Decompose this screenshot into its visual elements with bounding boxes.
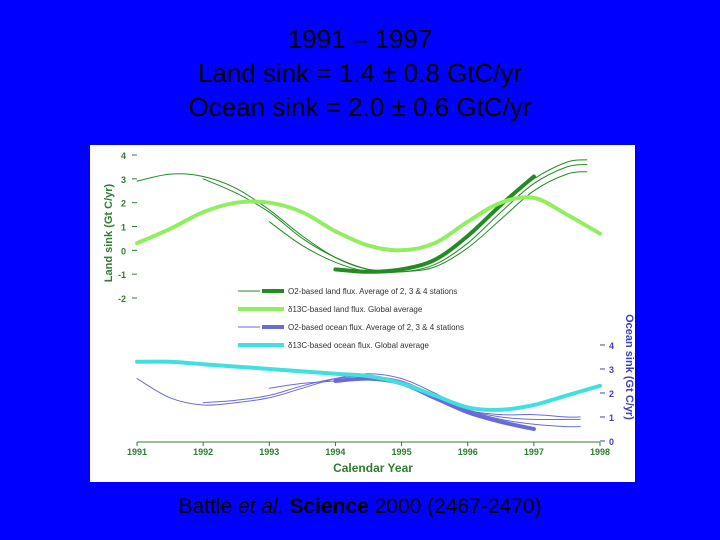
x-axis-label: Calendar Year [333, 461, 413, 475]
x-tick-label: 1996 [458, 447, 478, 457]
land-tick-label: 3 [121, 175, 126, 185]
ocean-series-line-7 [202, 375, 581, 421]
land-axis-label: Land sink (Gt C/yr) [103, 183, 115, 282]
title-line-land-sink: Land sink = 1.4 ± 0.8 GtC/yr [197, 58, 523, 88]
land-axis: 4 3 2 1 0 -1 -2 [118, 151, 137, 304]
ocean-series-line-10 [135, 359, 602, 412]
ocean-tick-label: 4 [609, 341, 614, 351]
land-tick-label: 2 [121, 199, 126, 209]
x-tick-label: 1998 [590, 447, 610, 457]
citation-details: 2000 (2467-2470) [374, 495, 542, 518]
citation-author: Battle [178, 495, 233, 518]
ocean-tick-label: 1 [609, 413, 614, 423]
x-axis: 1991 1992 1993 1994 1995 1996 1997 1998 [127, 441, 610, 457]
x-tick-label: 1991 [127, 447, 147, 457]
ocean-series-line-9 [333, 376, 536, 431]
ocean-tick-label: 2 [609, 389, 614, 399]
sink-chart: 4 3 2 1 0 -1 -2 4 3 2 1 0 1991 1992 1993 1994 1995 1996… [103, 151, 635, 475]
citation-journal: Science [289, 495, 369, 518]
land-tick-label: 0 [121, 246, 126, 256]
legend-entry-label: δ13C-based ocean flux. Global average [288, 341, 430, 350]
ocean-axis-label: Ocean sink (Gt C/yr) [623, 314, 635, 420]
land-tick-label: 4 [121, 151, 126, 161]
ocean-tick-label: 3 [609, 365, 614, 375]
ocean-axis: 4 3 2 1 0 [600, 341, 614, 447]
slide-title: 1991 – 1997 Land sink = 1.4 ± 0.8 GtC/yr… [0, 22, 720, 124]
x-tick-label: 1992 [193, 447, 213, 457]
legend-entry-label: O2-based land flux. Average of 2, 3 & 4 … [288, 287, 457, 296]
land-series-line-1 [136, 159, 588, 272]
land-series-line-4 [333, 174, 536, 274]
legend-entry-label: δ13C-based land flux. Global average [288, 305, 423, 314]
legend-entry-label: O2-based ocean flux. Average of 2, 3 & 4… [288, 323, 464, 332]
land-tick-label: -1 [118, 270, 126, 280]
title-line-years: 1991 – 1997 [287, 24, 433, 54]
land-tick-label: -2 [118, 294, 126, 304]
legend: O2-based land flux. Average of 2, 3 & 4 … [238, 287, 464, 350]
x-tick-label: 1993 [259, 447, 279, 457]
land-tick-label: 1 [121, 223, 126, 233]
x-tick-label: 1997 [524, 447, 544, 457]
citation: Battle et al. Science 2000 (2467-2470) [0, 495, 720, 519]
x-tick-label: 1994 [325, 447, 345, 457]
land-series-line-5 [135, 195, 602, 253]
ocean-series-line-6 [136, 373, 581, 418]
chart-panel: 4 3 2 1 0 -1 -2 4 3 2 1 0 1991 1992 1993 1994 1995 1996… [90, 145, 635, 482]
x-tick-label: 1995 [392, 447, 412, 457]
land-series-line-3 [268, 171, 588, 274]
series-layer [135, 159, 602, 431]
title-line-ocean-sink: Ocean sink = 2.0 ± 0.6 GtC/yr [188, 92, 532, 122]
ocean-tick-label: 0 [609, 437, 614, 447]
citation-etal: et al. [237, 495, 284, 518]
